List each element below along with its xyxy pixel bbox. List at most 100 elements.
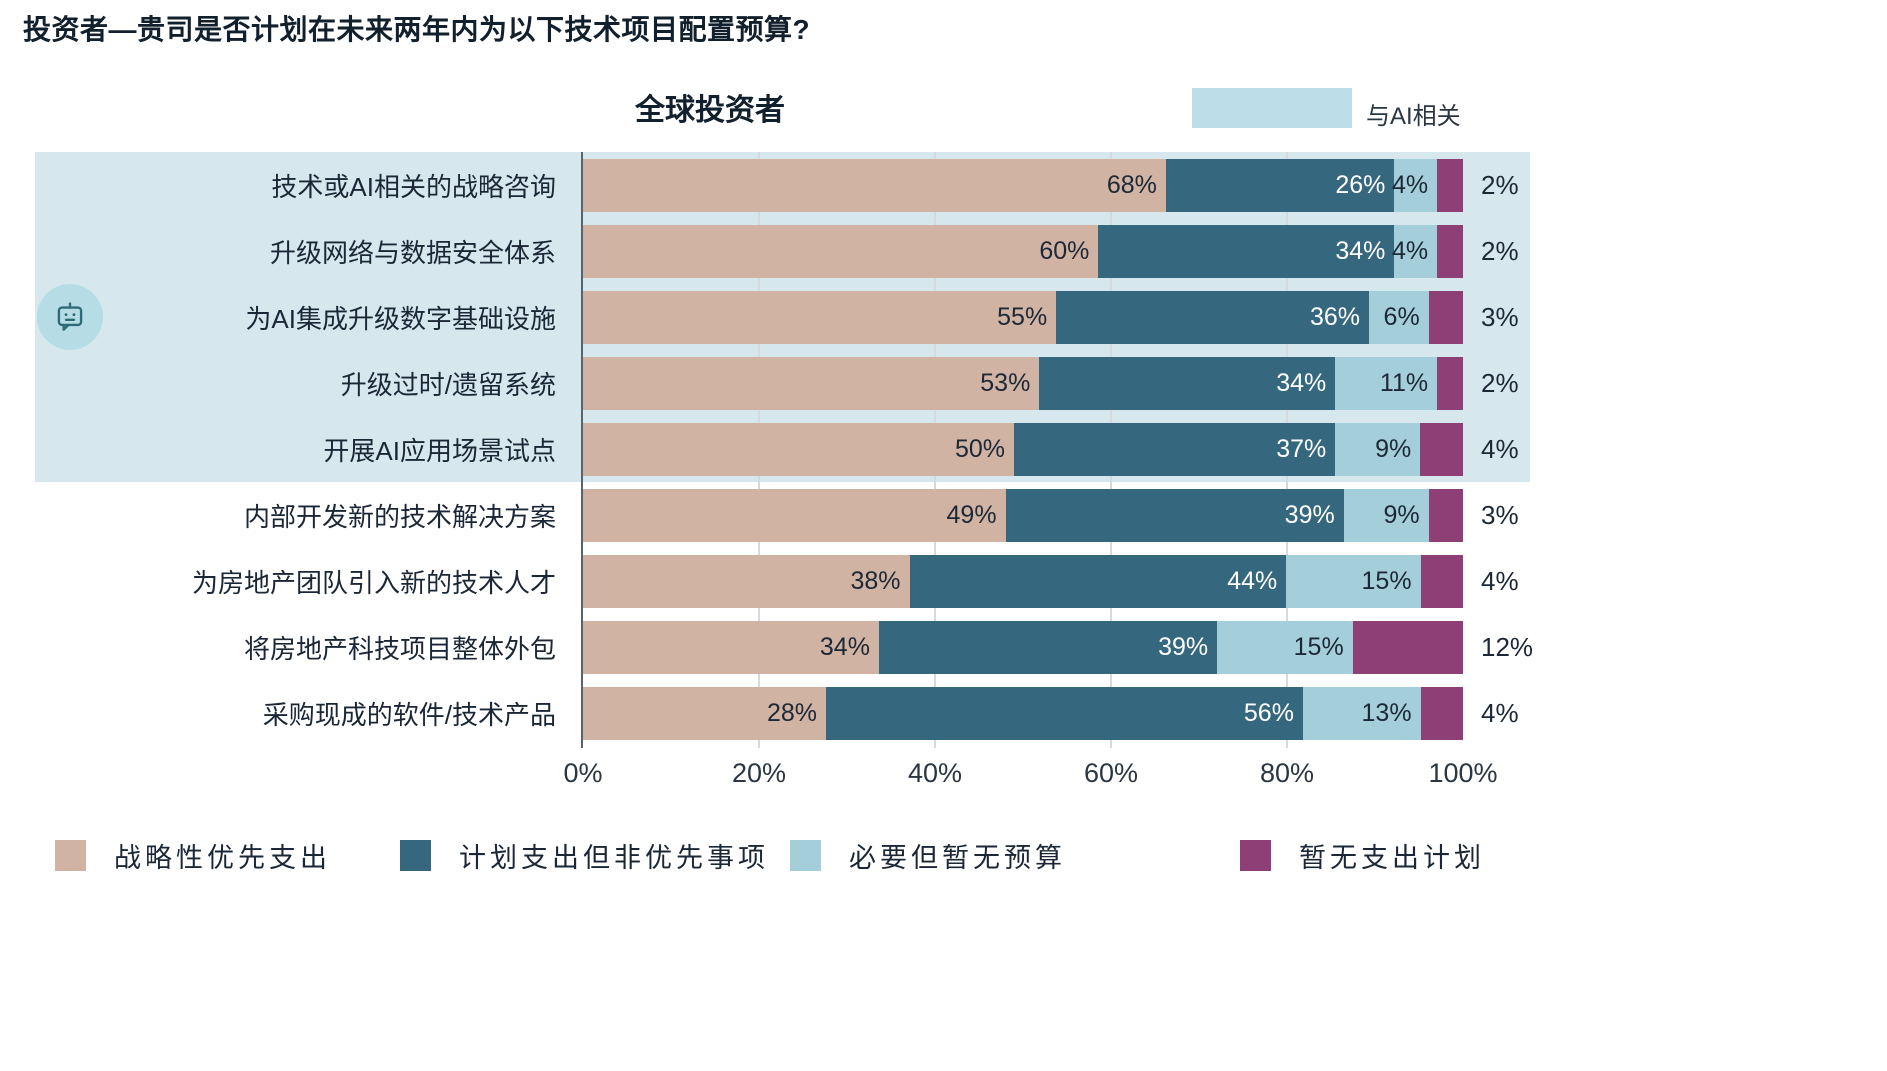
legend-label: 暂无支出计划 [1299,843,1485,873]
legend-item: 战略性优先支出 [55,836,331,875]
x-tick-label: 0% [563,758,603,788]
bar-row: 为房地产团队引入新的技术人才 38% 44% 15% 4% [35,548,1533,614]
bar-segment: 55% [583,290,1057,344]
bar-row: 技术或AI相关的战略咨询 68% 26% 4% 2% [35,152,1533,218]
bar-segment [1437,158,1463,212]
segment-value-label: 6% [1383,302,1420,331]
x-tick-label: 20% [731,758,787,788]
legend-swatch [790,840,821,871]
outside-value-label: 2% [1481,235,1519,266]
row-label: 将房地产科技项目整体外包 [243,633,556,664]
bar-segment: 11% [1335,356,1438,410]
segment-value-label: 28% [766,698,817,727]
bar-row: 升级过时/遗留系统 53% 34% 11% 2% [35,350,1533,416]
bar-segment: 9% [1335,422,1421,476]
segment-value-label: 38% [850,566,901,595]
segment-value-label: 50% [954,434,1005,463]
bar-segment: 15% [1286,554,1421,608]
legend-swatch [55,840,86,871]
legend-swatch [1240,840,1271,871]
stacked-bar: 49% 39% 9% [583,488,1463,542]
bar-segment: 56% [825,686,1303,740]
x-tick-label: 80% [1259,758,1315,788]
stacked-bar: 34% 39% 15% [583,620,1463,674]
legend-item: 暂无支出计划 [1240,836,1485,875]
bar-row: 采购现成的软件/技术产品 28% 56% 13% 4% [35,680,1533,746]
segment-value-label: 15% [1293,632,1344,661]
segment-value-label: 4% [1391,236,1429,265]
bar-segment: 38% [583,554,910,608]
stacked-bar: 53% 34% 11% [583,356,1463,410]
ai-region-legend-label: 与AI相关 [1366,103,1461,130]
bar-segment: 13% [1302,686,1421,740]
stacked-bar: 28% 56% 13% [583,686,1463,740]
row-label: 开展AI应用场景试点 [323,435,556,466]
outside-value-label: 3% [1481,499,1519,530]
outside-value-label: 4% [1481,565,1519,596]
stacked-bar: 60% 34% 4% [583,224,1463,278]
ai-region-legend-swatch [1192,88,1352,128]
chatbot-icon-glyph [57,302,83,331]
legend-swatch [400,840,431,871]
bar-segment [1428,488,1463,542]
bar-segment: 39% [878,620,1218,674]
stacked-bar: 50% 37% 9% [583,422,1463,476]
segment-value-label: 4% [1391,170,1429,199]
row-label: 技术或AI相关的战略咨询 [271,171,556,202]
bar-segment [1428,290,1463,344]
row-label: 升级过时/遗留系统 [340,369,556,400]
bar-segment: 6% [1369,290,1429,344]
segment-value-label: 37% [1276,434,1327,463]
segment-value-label: 36% [1310,302,1361,331]
bar-segment [1437,224,1463,278]
y-axis-line [581,152,583,748]
row-label: 采购现成的软件/技术产品 [262,699,556,730]
bar-segment [1352,620,1463,674]
bar-segment: 49% [583,488,1006,542]
segment-value-label: 9% [1375,434,1412,463]
bar-segment: 4% [1391,158,1438,212]
segment-value-label: 34% [819,632,870,661]
x-tick-label: 100% [1428,758,1498,788]
bar-segment: 39% [1005,488,1344,542]
bar-segment [1437,356,1463,410]
legend-label: 必要但暂无预算 [849,843,1066,873]
bar-segment: 34% [1098,224,1395,278]
outside-value-label: 4% [1481,433,1519,464]
bar-segment: 60% [583,224,1099,278]
segment-value-label: 13% [1361,698,1412,727]
bar-row: 为AI集成升级数字基础设施 55% 36% 6% 3% [35,284,1533,350]
bar-segment: 36% [1056,290,1370,344]
bar-row: 开展AI应用场景试点 50% 37% 9% 4% [35,416,1533,482]
page-title: 投资者—贵司是否计划在未来两年内为以下技术项目配置预算? [23,14,811,45]
bar-segment: 44% [909,554,1287,608]
bar-segment: 34% [583,620,879,674]
bar-row: 将房地产科技项目整体外包 34% 39% 15% 12% [35,614,1533,680]
bar-segment: 53% [583,356,1040,410]
segment-value-label: 44% [1227,566,1278,595]
stacked-bar: 68% 26% 4% [583,158,1463,212]
bar-segment: 28% [583,686,826,740]
outside-value-label: 3% [1481,301,1519,332]
segment-value-label: 53% [980,368,1031,397]
bar-segment [1420,422,1463,476]
bar-row: 内部开发新的技术解决方案 49% 39% 9% 3% [35,482,1533,548]
bar-segment: 15% [1217,620,1353,674]
bar-rows: 技术或AI相关的战略咨询 68% 26% 4% 2% 升级网络与数据安全体系 60% 34% 4… [35,152,1533,746]
outside-value-label: 4% [1481,697,1519,728]
segment-value-label: 68% [1106,170,1157,199]
segment-value-label: 39% [1158,632,1209,661]
segment-value-label: 26% [1335,170,1386,199]
segment-value-label: 9% [1383,500,1420,529]
bar-row: 升级网络与数据安全体系 60% 34% 4% 2% [35,218,1533,284]
x-tick-label: 60% [1083,758,1139,788]
legend-item: 计划支出但非优先事项 [400,836,769,875]
legend-label: 战略性优先支出 [114,843,331,873]
x-axis-ticks: 0% 20% 40% 60% 80% 100% [563,758,1497,794]
segment-value-label: 60% [1039,236,1090,265]
bar-segment: 50% [583,422,1014,476]
bar-segment: 26% [1165,158,1395,212]
bar-segment: 37% [1014,422,1336,476]
chart-subtitle: 全球投资者 [635,94,785,127]
segment-value-label: 15% [1361,566,1412,595]
